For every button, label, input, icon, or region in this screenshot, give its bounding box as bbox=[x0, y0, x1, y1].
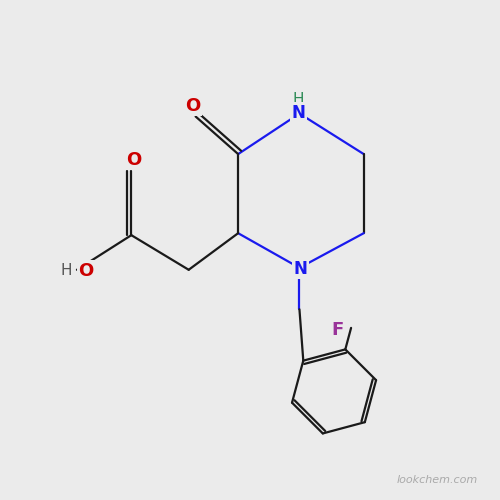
Text: H: H bbox=[292, 92, 304, 107]
Text: O: O bbox=[78, 262, 94, 280]
Text: N: N bbox=[292, 104, 306, 122]
Text: H: H bbox=[60, 264, 72, 278]
Text: O: O bbox=[186, 96, 201, 114]
Text: N: N bbox=[294, 260, 308, 278]
Text: lookchem.com: lookchem.com bbox=[396, 475, 477, 485]
Text: O: O bbox=[126, 151, 142, 169]
Text: F: F bbox=[331, 322, 344, 340]
